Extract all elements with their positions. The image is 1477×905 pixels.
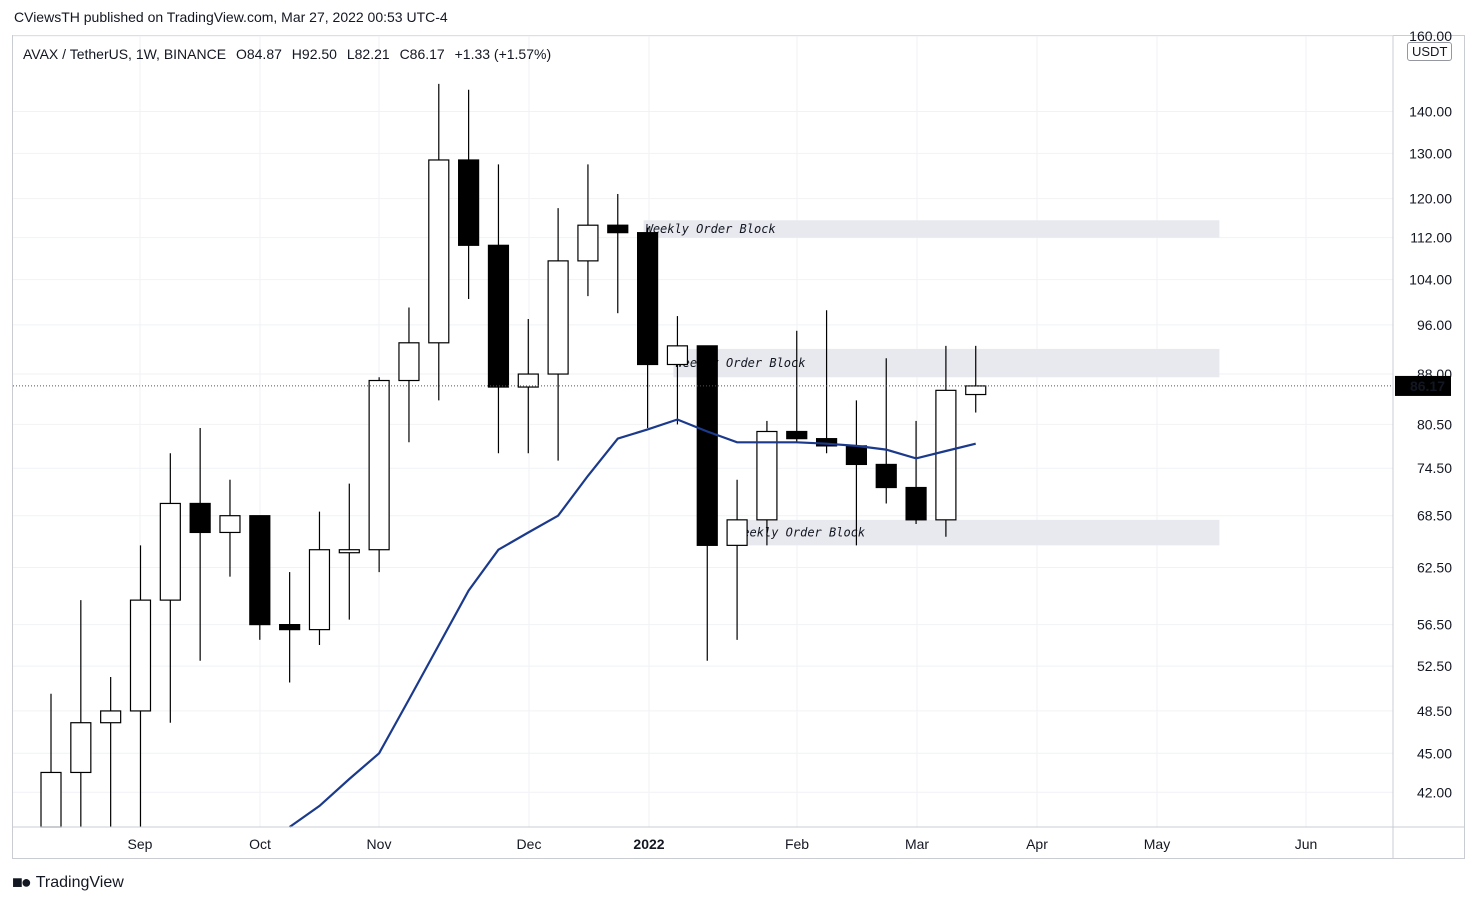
candle-body [875, 463, 897, 489]
candle-body [547, 260, 569, 375]
y-tick-label: 42.00 [1417, 784, 1452, 800]
y-tick-label: 160.00 [1409, 28, 1452, 44]
candle-body [965, 385, 987, 396]
candle-body [129, 599, 152, 712]
x-tick-label: Dec [517, 836, 542, 852]
y-tick-label: 45.00 [1417, 745, 1452, 761]
candle-body [100, 710, 122, 724]
moving-average-series [288, 418, 976, 828]
candle-body [70, 722, 92, 774]
symbol-info: AVAX / TetherUS, 1W, BINANCE O84.87 H92.… [23, 46, 557, 62]
candle-body [487, 244, 510, 388]
y-tick-label: 120.00 [1409, 191, 1452, 207]
x-tick-label: Mar [905, 836, 929, 852]
y-tick-label: 130.00 [1409, 145, 1452, 161]
tradingview-logo-icon: ■● [12, 872, 32, 892]
candle-body [338, 549, 360, 554]
open-value: O84.87 [235, 46, 282, 62]
candle-body [398, 342, 420, 382]
candle-body [845, 445, 868, 466]
close-value: C86.17 [399, 46, 445, 62]
candle-body [935, 389, 957, 521]
candle-body [607, 224, 629, 234]
candle-body [517, 373, 539, 388]
candle-body [696, 345, 718, 546]
y-tick-label: 104.00 [1409, 272, 1452, 288]
candle-body [219, 515, 241, 534]
order-block-zone [643, 220, 1220, 238]
y-tick-label: 48.50 [1417, 703, 1452, 719]
y-tick-label: 52.50 [1417, 658, 1452, 674]
x-tick-label: Oct [249, 836, 271, 852]
footer-brand: ■● TradingView [12, 872, 124, 893]
x-tick-label: Nov [367, 836, 392, 852]
candle-body [756, 430, 778, 521]
candle-body [577, 224, 599, 262]
x-tick-label: Sep [128, 836, 153, 852]
x-tick-label: 2022 [633, 836, 664, 852]
candle-body [666, 345, 689, 366]
last-price-tag [1395, 375, 1451, 396]
candle-body [159, 502, 181, 601]
order-block-label: Weekly Order Block [735, 526, 866, 540]
y-tick-label: 62.50 [1417, 560, 1452, 576]
candle-body [726, 519, 748, 546]
candle-body [905, 486, 927, 521]
y-tick-label: 140.00 [1409, 104, 1452, 120]
order-block-label: Weekly Order Block [675, 356, 806, 370]
price-unit-badge[interactable]: USDT [1407, 42, 1453, 61]
candle-body [368, 379, 390, 551]
candlestick-series [40, 83, 987, 828]
last-price-label: 86.17 [1410, 378, 1445, 394]
x-tick-label: Jun [1295, 836, 1318, 852]
order-block-zone [733, 519, 1220, 546]
moving-average-line [288, 418, 976, 828]
y-tick-label: 68.50 [1417, 508, 1452, 524]
y-tick-label: 96.00 [1417, 317, 1452, 333]
symbol-pair: AVAX / TetherUS, 1W, BINANCE [23, 46, 227, 62]
change-value: +1.33 (+1.57%) [454, 46, 552, 62]
x-tick-label: Feb [785, 836, 809, 852]
chart-axes: 160.00 140.00 130.00 120.00 112.00 104.00 96.0… [13, 28, 1464, 859]
low-value: L82.21 [346, 46, 390, 62]
x-tick-label: Apr [1026, 836, 1048, 852]
brand-name: TradingView [35, 873, 124, 891]
candle-body [308, 549, 331, 631]
candle-body [636, 232, 659, 366]
candle-body [458, 159, 480, 246]
candle-body [428, 159, 450, 344]
candle-body [786, 430, 808, 440]
x-tick-label: May [1144, 836, 1170, 852]
y-tick-label: 112.00 [1410, 230, 1452, 246]
order-block-zones: Weekly Order Block Weekly Order Block Week… [643, 220, 1220, 546]
candle-body [40, 771, 62, 828]
candle-body [249, 515, 271, 626]
y-tick-label: 56.50 [1417, 617, 1452, 633]
y-tick-label: 74.50 [1417, 460, 1452, 476]
candle-body [279, 624, 301, 631]
high-value: H92.50 [291, 46, 337, 62]
y-tick-label: 80.50 [1417, 416, 1452, 432]
order-block-label: Weekly Order Block [646, 222, 777, 236]
published-caption: CViewsTH published on TradingView.com, M… [14, 9, 448, 25]
candle-body [189, 502, 211, 534]
